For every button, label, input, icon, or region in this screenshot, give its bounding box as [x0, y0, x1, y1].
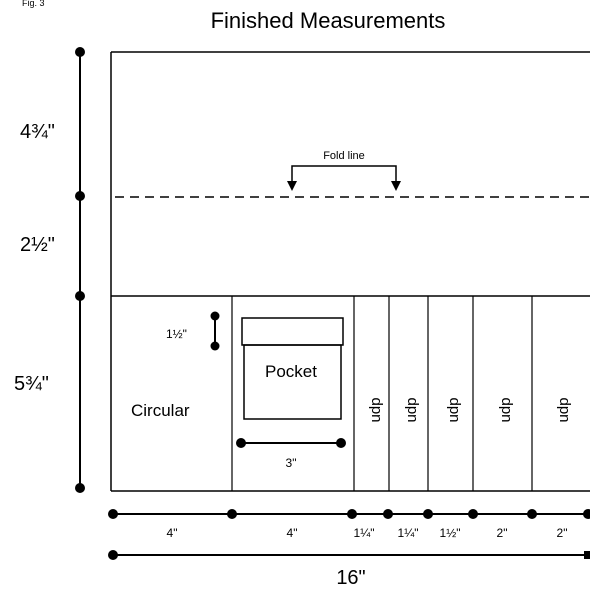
pocket-height-dimension — [210, 311, 220, 351]
pocket-width-label: 3" — [286, 456, 297, 470]
pocket — [241, 317, 344, 420]
segment-label: 1¼" — [354, 526, 375, 540]
dpn-label: dpn — [556, 397, 573, 422]
dpn-label: dpn — [404, 397, 421, 422]
segment-label: 1¼" — [398, 526, 419, 540]
pocket-height-label: 1½" — [166, 327, 187, 341]
diagram-title: Finished Measurements — [211, 8, 446, 33]
pocket-width-dimension — [236, 438, 346, 448]
left-dim-dot — [75, 291, 85, 301]
fold-bracket — [287, 165, 401, 191]
pocket-label: Pocket — [265, 362, 317, 381]
total-width-dimension — [108, 550, 590, 560]
dpn-label: dpn — [368, 397, 385, 422]
fold-arrow-left-icon — [287, 181, 297, 191]
left-dim-lower: 5¾" — [14, 373, 49, 395]
left-dim-dot — [75, 191, 85, 201]
section-dividers — [231, 296, 533, 491]
segment-label: 2" — [557, 526, 568, 540]
left-dim-dot — [75, 483, 85, 493]
segment-label: 1½" — [440, 526, 461, 540]
fold-line-label: Fold line — [323, 150, 365, 162]
segment-label: 4" — [167, 526, 178, 540]
figure-label: Fig. 3 — [22, 0, 45, 8]
segment-label: 2" — [497, 526, 508, 540]
garment-outline — [110, 51, 590, 492]
total-width-label: 16" — [336, 567, 365, 589]
left-dim-middle: 2½" — [20, 234, 55, 256]
left-dim-upper: 4¾" — [20, 121, 55, 143]
left-dim-dot — [75, 47, 85, 57]
dpn-label: dpn — [498, 397, 515, 422]
fold-arrow-right-icon — [391, 181, 401, 191]
left-dimension-line — [75, 47, 85, 493]
segment-label: 4" — [287, 526, 298, 540]
circular-section-label: Circular — [131, 401, 190, 420]
dpn-label: dpn — [446, 397, 463, 422]
bottom-segment-dimension — [108, 509, 590, 519]
